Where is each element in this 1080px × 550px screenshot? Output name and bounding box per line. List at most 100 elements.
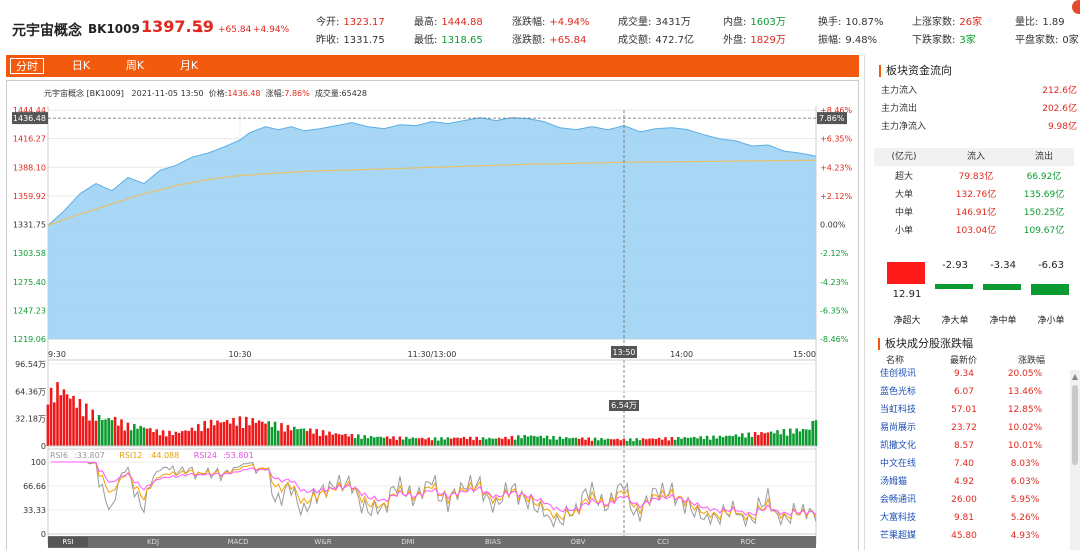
volume-bar (561, 438, 565, 446)
volume-bar (661, 439, 664, 446)
volume-bar (552, 436, 555, 446)
component-stock-row[interactable]: 汤姆猫 4.92 6.03% (878, 473, 1078, 491)
volume-bar (453, 437, 456, 446)
stock-change: 12.85% (1007, 405, 1043, 415)
indicator-tab[interactable]: ROC (740, 538, 756, 546)
indicator-tab[interactable]: KDJ (146, 538, 160, 546)
stock-name[interactable]: 当虹科技 (880, 405, 917, 415)
volume-bar (513, 439, 517, 446)
chart-info-line: 元宇宙概念 [BK1009] 2021-11-05 13:50 价格:1436.… (44, 89, 367, 98)
stock-name[interactable]: 汤姆猫 (880, 477, 908, 487)
fund-flow-table-row: 超大 79.83亿 66.92亿 (874, 168, 1074, 186)
stock-name[interactable]: 佳创视讯 (880, 369, 917, 379)
volume-bar (491, 438, 494, 446)
stat-label: 平盘家数: (1015, 35, 1059, 46)
stock-name[interactable]: 会畅通讯 (880, 495, 917, 505)
volume-bar (62, 389, 66, 446)
volume-bar (232, 417, 235, 446)
volume-bar (81, 416, 85, 446)
volume-bar (795, 428, 798, 446)
indicator-tab[interactable]: BIAS (484, 538, 502, 546)
stock-price: 8.57 (953, 441, 975, 451)
scroll-up-icon[interactable]: ▲ (1071, 372, 1079, 381)
component-stock-row[interactable]: 大富科技 9.81 5.26% (878, 509, 1078, 527)
volume-bar (344, 433, 347, 446)
volume-bar (149, 428, 152, 446)
right-panel: 板块资金流向 主力流入 212.6亿 主力流出 202.6亿 主力净流入 9.98亿 (864, 55, 1080, 550)
indicator-tab[interactable]: OBV (570, 538, 586, 546)
volume-bar (206, 428, 210, 446)
x-tick-label: 15:00 (793, 350, 816, 359)
indicator-tab[interactable]: W&R (314, 538, 332, 546)
tab-timeshare[interactable]: 分时 (10, 58, 44, 74)
stat-item: 最低: 1318.65 (414, 31, 483, 46)
indicator-tab[interactable]: CCI (657, 538, 669, 546)
volume-bar (510, 435, 514, 446)
component-stock-row[interactable]: 蓝色光标 6.07 13.46% (878, 383, 1078, 401)
tab-weekly-k[interactable]: 周K (125, 59, 145, 72)
component-stock-row[interactable]: 佳创视讯 9.34 20.05% (878, 365, 1078, 383)
crosshair-volume-box (609, 400, 639, 411)
volume-bar (712, 435, 715, 446)
volume-bar (309, 428, 312, 446)
stock-name[interactable]: 芒果超媒 (880, 531, 917, 541)
rsi-line-24 (51, 461, 817, 516)
component-stock-row[interactable]: 凯撒文化 8.57 10.01% (878, 437, 1078, 455)
stock-price: 9.34 (953, 369, 975, 379)
fund-flow-cell: 中单 (894, 208, 913, 218)
y-tick-right: -8.46% (820, 335, 849, 344)
volume-bar (702, 439, 706, 446)
close-icon[interactable] (1072, 0, 1080, 14)
component-stock-row[interactable]: 芒果超媒 45.80 4.93% (878, 527, 1078, 545)
net-flow-value: -6.63 (1038, 260, 1064, 271)
net-flow-value: -2.93 (942, 260, 968, 271)
volume-bar (293, 426, 296, 446)
component-stock-row[interactable]: 易尚展示 23.72 10.02% (878, 419, 1078, 437)
tab-daily-k[interactable]: 日K (71, 59, 91, 72)
volume-bar (302, 428, 306, 446)
component-stock-row[interactable]: 当虹科技 57.01 12.85% (878, 401, 1078, 419)
stock-name[interactable]: 蓝色光标 (880, 387, 917, 397)
volume-bar (603, 439, 606, 446)
volume-bar (638, 440, 642, 446)
volume-bar (177, 433, 181, 446)
net-flow-value: -3.34 (990, 260, 1016, 271)
volume-bar (94, 420, 98, 446)
crosshair-time-label: 13:50 (612, 348, 635, 357)
volume-bar (257, 420, 261, 446)
volume-bar (200, 431, 203, 446)
volume-bar (245, 416, 248, 446)
indicator-tab[interactable]: RSI (48, 537, 88, 547)
indicator-tab[interactable]: DMI (401, 538, 415, 546)
volume-bar (657, 437, 661, 446)
volume-bar (334, 433, 338, 446)
component-stock-row[interactable]: 中文在线 7.40 8.03% (878, 455, 1078, 473)
volume-bar (421, 437, 424, 446)
volume-bar (472, 440, 475, 446)
volume-bar (792, 433, 795, 446)
stock-name[interactable]: 大富科技 (880, 513, 917, 523)
indicator-tab[interactable]: MACD (227, 538, 249, 546)
volume-bar (587, 437, 590, 446)
period-tabs: 分时 日K 周K 月K (6, 55, 859, 77)
volume-bar (529, 435, 533, 446)
chart-info-name: 元宇宙概念 [BK1009] (44, 89, 124, 98)
stock-name[interactable]: 中文在线 (880, 459, 917, 469)
net-flow-label: 净大单 (941, 316, 969, 326)
volume-bar (405, 436, 408, 446)
stat-item: 平盘家数: 0家 (1015, 31, 1079, 46)
stat-item: 外盘: 1829万 (723, 31, 786, 46)
stat-item: 昨收: 1331.75 (316, 31, 385, 46)
component-stock-row[interactable]: 会畅通讯 26.00 5.95% (878, 491, 1078, 509)
chart-info-pct-label: 涨幅 (265, 89, 282, 98)
tab-monthly-k[interactable]: 月K (179, 59, 199, 72)
net-flow-label: 净超大 (893, 316, 921, 326)
volume-bar (65, 394, 69, 446)
volume-bar (805, 429, 808, 446)
crosshair-price-box (12, 112, 48, 125)
stock-name[interactable]: 易尚展示 (880, 423, 917, 433)
scrollbar-thumb[interactable] (1072, 385, 1078, 465)
volume-bar (654, 439, 658, 446)
stock-name[interactable]: 凯撒文化 (880, 441, 917, 451)
